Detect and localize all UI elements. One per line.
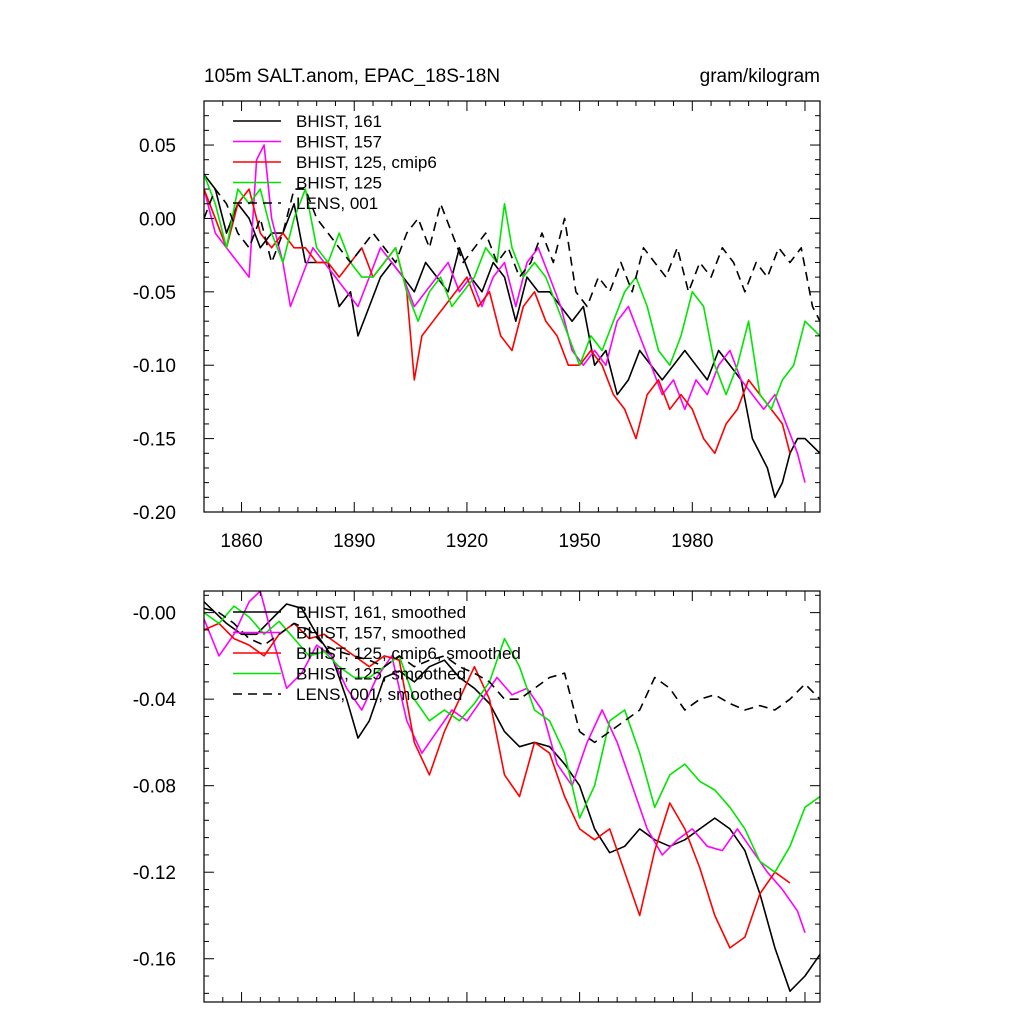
legend-label: BHIST, 125, cmip6, smoothed (296, 644, 521, 663)
series-line-5 (204, 188, 820, 322)
legend-label: BHIST, 125, cmip6 (296, 153, 437, 172)
series-line-1 (204, 601, 820, 993)
y-tick-label: 0.00 (139, 209, 176, 230)
series-group (204, 591, 820, 993)
legend-label: BHIST, 125 (296, 174, 382, 193)
series-line-4 (204, 605, 820, 874)
y-tick-label: -0.20 (133, 503, 176, 524)
series-line-3 (204, 188, 791, 455)
x-tick-label: 1920 (446, 531, 488, 552)
y-tick-label: 0.05 (139, 136, 176, 157)
y-tick-label: -0.04 (133, 690, 177, 711)
legend-label: BHIST, 157, smoothed (296, 624, 466, 643)
series-line-2 (204, 591, 806, 934)
series-line-5 (204, 607, 820, 744)
y-tick-label: -0.12 (133, 863, 176, 884)
x-tick-label: 1980 (671, 531, 713, 552)
y-tick-label: -0.00 (133, 604, 176, 625)
series-line-1 (204, 173, 820, 499)
y-tick-label: -0.08 (133, 777, 176, 798)
y-tick-label: -0.16 (133, 950, 176, 971)
y-tick-label: -0.10 (133, 356, 176, 377)
legend-label: BHIST, 157 (296, 133, 382, 152)
series-line-3 (204, 622, 791, 949)
bottom-chart: BHIST, 161, smoothed BHIST, 157, smoothed… (133, 590, 821, 1003)
x-tick-label: 1950 (558, 531, 600, 552)
legend-label: LENS, 001, smoothed (296, 685, 462, 704)
top-chart-title: 105m SALT.anom, EPAC_18S-18N (204, 66, 500, 87)
legend-label: BHIST, 161 (296, 112, 382, 131)
x-tick-label: 1890 (333, 531, 375, 552)
legend-label: LENS, 001 (296, 194, 378, 213)
series-line-2 (204, 144, 806, 483)
legend-label: BHIST, 161, smoothed (296, 603, 466, 622)
series-group (204, 144, 820, 499)
plot-frame (203, 590, 821, 1003)
x-tick-label: 1860 (220, 531, 262, 552)
series-line-4 (204, 174, 820, 411)
y-tick-label: -0.05 (133, 283, 176, 304)
legend-label: BHIST, 125, smoothed (296, 665, 466, 684)
y-tick-label: -0.15 (133, 430, 176, 451)
top-chart-units: gram/kilogram (700, 66, 820, 87)
